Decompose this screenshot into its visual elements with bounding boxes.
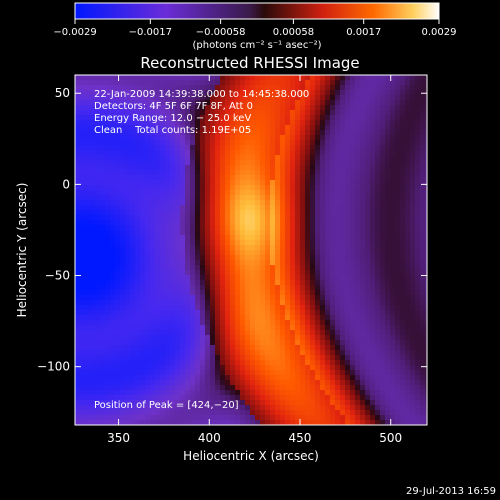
colorbar-tick-label: 0.00058 (273, 27, 314, 38)
colorbar-ticks: −0.0029 −0.0017 −0.00058 0.00058 0.0017 0.002… (53, 19, 457, 38)
peak-label: Position of Peak = [424,−20] (94, 400, 239, 411)
plot-frame (74, 74, 428, 426)
x-tick-label: 500 (379, 431, 402, 445)
info-line-1: Detectors: 4F 5F 6F 7F 8F, Att 0 (94, 101, 253, 112)
colorbar-unit-label: (photons cm⁻² s⁻¹ asec⁻²) (192, 40, 321, 51)
y-tick-label: −50 (45, 269, 70, 283)
colorbar (74, 2, 440, 20)
y-tick-label: −100 (37, 360, 70, 374)
x-axis-label: Heliocentric X (arcsec) (183, 449, 319, 463)
y-tick-label: 50 (55, 86, 70, 100)
x-tick-label: 350 (107, 431, 130, 445)
info-line-3: Clean Total counts: 1.19E+05 (94, 125, 251, 136)
y-tick-label: 0 (62, 177, 70, 191)
chart-title: Reconstructed RHESSI Image (140, 54, 359, 72)
colorbar-tick-label: 0.0017 (346, 27, 381, 38)
colorbar-tick-label: −0.0029 (53, 27, 96, 38)
colorbar-tick-label: −0.0017 (129, 27, 172, 38)
x-tick-label: 450 (289, 431, 312, 445)
footer-timestamp: 29-Jul-2013 16:59 (406, 486, 496, 497)
colorbar-tick-label: −0.00058 (196, 27, 246, 38)
heatmap-image (75, 75, 427, 425)
x-tick-label: 400 (198, 431, 221, 445)
colorbar-tick-label: 0.0029 (422, 27, 457, 38)
info-line-2: Energy Range: 12.0 − 25.0 keV (94, 113, 251, 124)
y-axis-label: Heliocentric Y (arcsec) (15, 183, 29, 318)
info-line-0: 22-Jan-2009 14:39:38.000 to 14:45:38.000 (94, 89, 309, 100)
